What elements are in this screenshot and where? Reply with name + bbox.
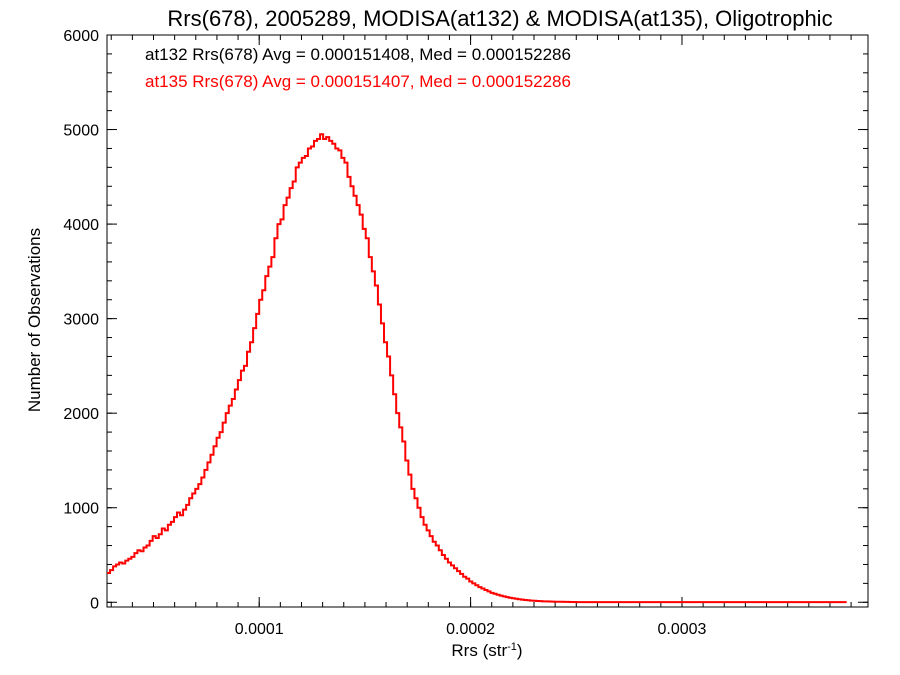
x-tick-label: 0.0003 — [658, 621, 707, 638]
x-axis-label-text: Rrs (str — [451, 641, 507, 660]
x-tick-label: 0.0002 — [446, 621, 495, 638]
chart-title: Rrs(678), 2005289, MODISA(at132) & MODIS… — [167, 6, 832, 31]
y-tick-label: 2000 — [63, 406, 99, 423]
x-tick-label: 0.0001 — [235, 621, 284, 638]
y-tick-label: 4000 — [63, 217, 99, 234]
y-tick-label: 3000 — [63, 312, 99, 329]
annotation-line: at132 Rrs(678) Avg = 0.000151408, Med = … — [145, 45, 571, 64]
plot-frame — [106, 34, 869, 608]
x-axis-label-superscript: -1 — [507, 641, 517, 653]
y-axis-label: Number of Observations — [25, 228, 44, 412]
x-axis-label: Rrs (str-1) — [451, 641, 522, 660]
plot-area: 0.0001 0.0002 0.0003 0 1000 2000 3000 4000 5000 6… — [63, 28, 869, 638]
y-tick-label: 1000 — [63, 501, 99, 518]
annotations: at132 Rrs(678) Avg = 0.000151408, Med = … — [145, 45, 571, 91]
x-axis-label-tail: ) — [517, 641, 523, 660]
y-tick-label: 0 — [90, 595, 99, 612]
y-tick-label: 6000 — [63, 28, 99, 45]
histogram-series-line — [107, 133, 847, 604]
annotation-line: at135 Rrs(678) Avg = 0.000151407, Med = … — [145, 72, 571, 91]
y-tick-label: 5000 — [63, 123, 99, 140]
